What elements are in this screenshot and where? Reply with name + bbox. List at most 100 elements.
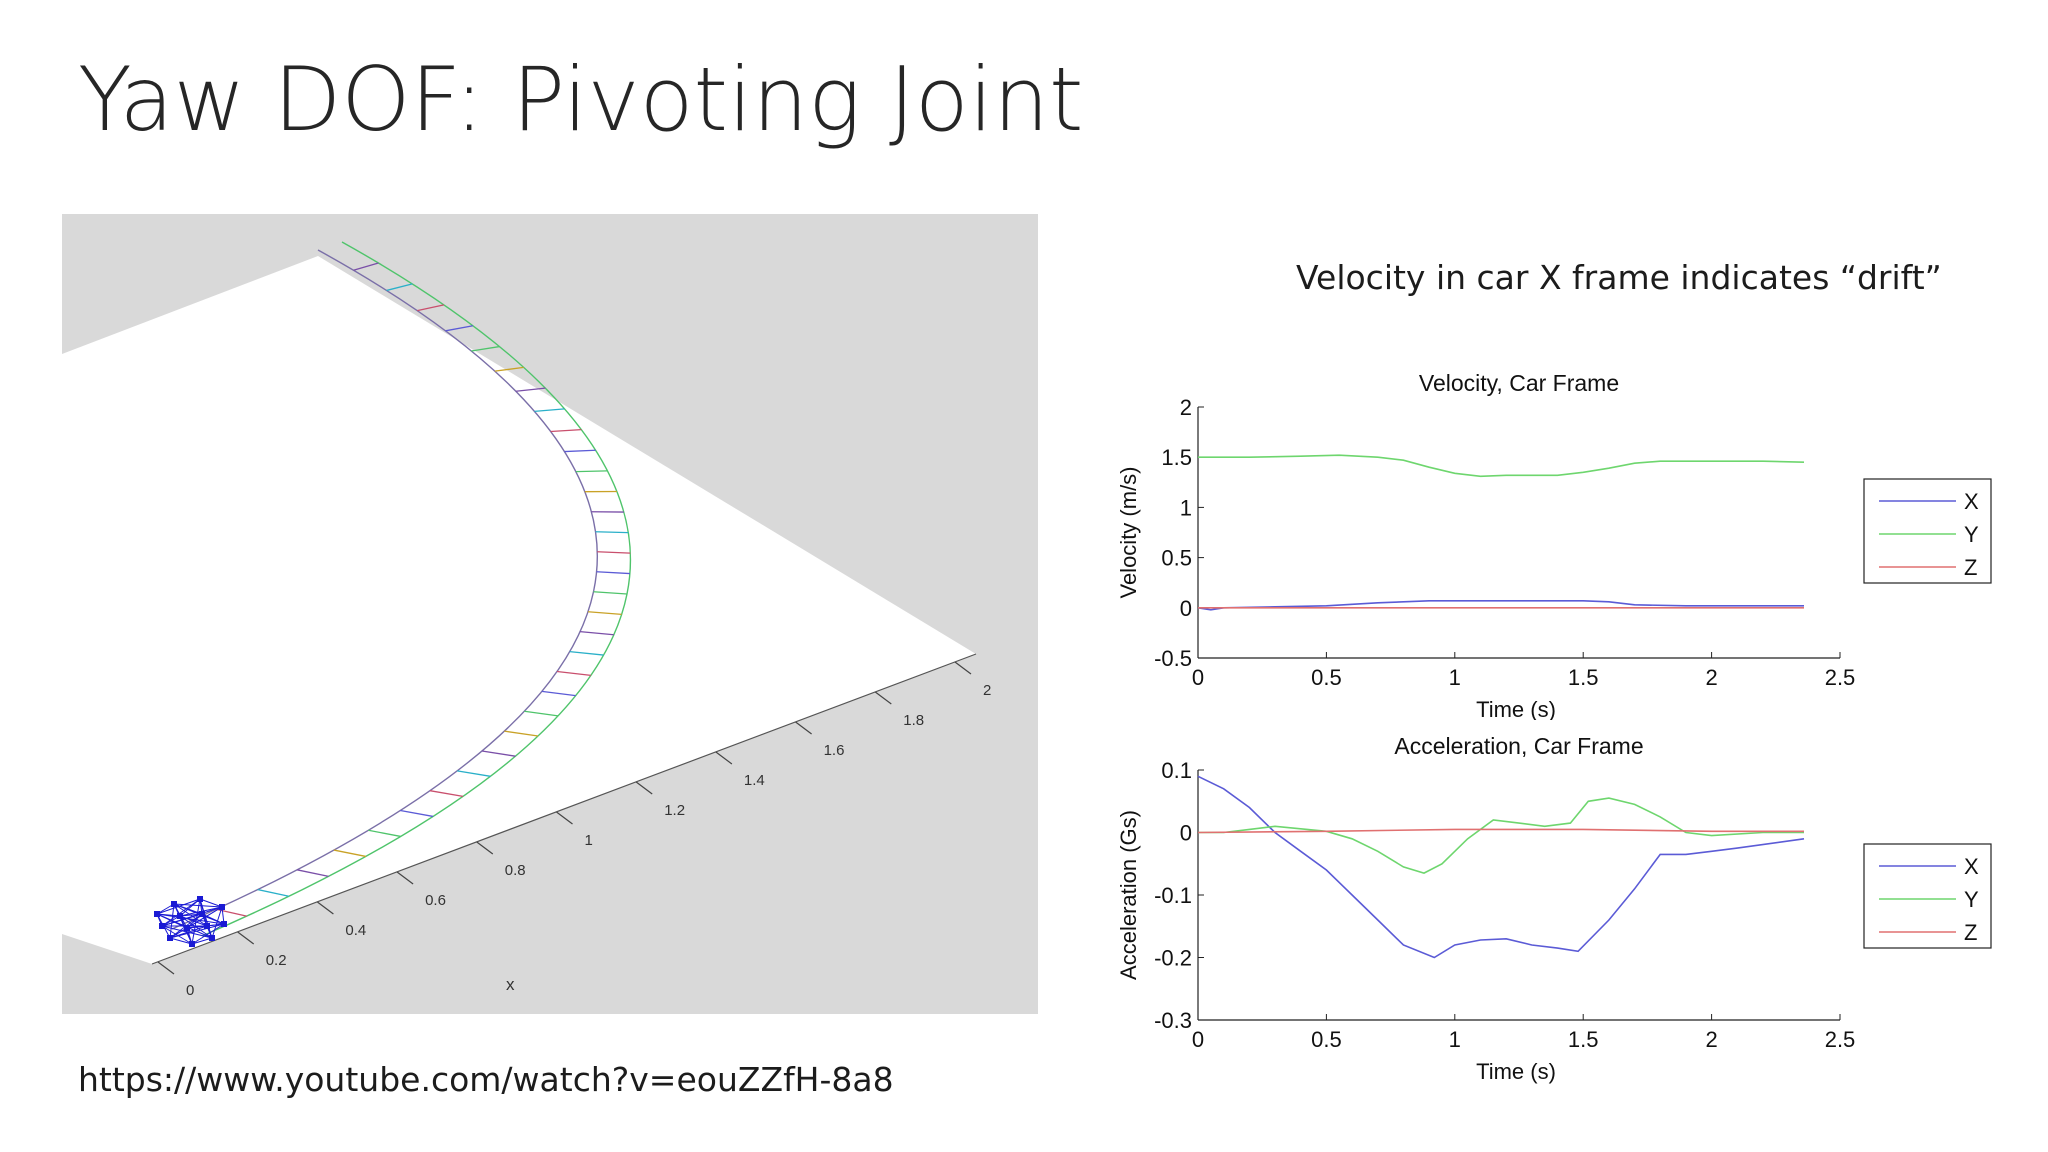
x-axis-tick [476,841,494,855]
chart-title: Velocity, Car Frame [1419,370,1619,396]
track-rung [296,869,329,878]
track-rung [481,750,516,757]
x-axis-tick [715,751,733,765]
track-rung [257,888,289,897]
x-tick-label: 2.5 [1825,665,1856,690]
track-rung [596,571,630,575]
y-tick-label: 0 [1180,596,1192,621]
track-rung [564,449,596,453]
x-tick-label: 1 [1449,1027,1461,1052]
y-tick-label: -0.3 [1154,1008,1192,1033]
x-tick-label: 1.5 [1568,665,1599,690]
x-tick-label: 2.5 [1825,1027,1856,1052]
track-rung [515,387,546,392]
x-axis-tick-label: 1.6 [824,742,845,759]
video-url-link[interactable]: https://www.youtube.com/watch?v=eouZZfH-… [78,1060,894,1099]
track-rung [556,670,591,677]
velocity-chart: Velocity, Car Frame-0.500.511.520 0.5 1 1.5… [1116,370,1992,720]
legend-label: Y [1964,887,1979,912]
x-axis-label: Time (s) [1476,697,1556,720]
y-tick-label: -0.2 [1154,946,1192,971]
track-rung [550,428,582,433]
track-rung [504,730,539,737]
track-rung [524,710,559,717]
series-line-z [1197,828,1804,834]
y-tick-label: 1.5 [1161,445,1192,470]
chart-legend: XYZ [1863,843,1992,949]
x-tick-label: 1 [1449,665,1461,690]
chart-legend: XYZ [1863,478,1992,584]
x-axis-tick-label: 1.8 [903,712,924,729]
y-tick-label: 0.5 [1161,546,1192,571]
simulation-image: 0 0.2 0.4 0.6 0.8 1 1.2 1.4 1.6 1.8 2 x [62,214,1038,1014]
x-axis-tick-label: 0.8 [505,862,526,879]
x-axis-tick [396,871,414,885]
track-rung [353,262,379,271]
y-tick-label: 0 [1180,821,1192,846]
x-axis-tick [157,961,175,975]
ground-plane [62,256,976,964]
legend-label: Z [1964,555,1977,580]
slide-title: Yaw DOF: Pivoting Joint [78,48,1084,151]
x-axis-tick-label: 1 [585,832,593,849]
robot-wireframe [154,896,227,947]
x-axis-tick-label: 1.4 [744,772,765,789]
x-tick-label: 0 [1192,665,1204,690]
x-axis-label: x [506,975,515,994]
slide-subtitle: Velocity in car X frame indicates “drift… [1296,258,1942,297]
track-rung [595,531,629,534]
track-rung [593,591,628,595]
legend-label: Z [1964,920,1977,945]
x-axis-tick-label: 0.4 [345,922,366,939]
y-axis-label: Acceleration (Gs) [1116,810,1141,980]
track-rung [386,283,413,292]
x-tick-label: 0.5 [1311,665,1342,690]
x-axis-tick [954,661,972,675]
x-axis-tick-label: 2 [983,682,991,699]
track-rung [429,790,464,798]
track-rung [417,304,445,312]
x-axis-tick [795,721,812,735]
x-tick-label: 0 [1192,1027,1204,1052]
x-tick-label: 2 [1705,665,1717,690]
x-tick-label: 1.5 [1568,1027,1599,1052]
x-axis-tick-label: 0 [186,982,194,999]
legend-label: X [1964,489,1979,514]
track-rung [494,366,524,372]
legend-label: X [1964,854,1979,879]
acceleration-chart: Acceleration, Car Frame -0.3 -0.2 -0.1 0 0.1 0… [1116,733,1992,1084]
x-axis-tick [317,901,334,915]
x-axis-tick-label: 1.2 [664,802,685,819]
track-rung [471,345,500,352]
x-tick-label: 0.5 [1311,1027,1342,1052]
track-rung [541,690,576,697]
series-line-y [1198,454,1805,478]
track-rung [400,809,434,818]
x-axis-tick-label: 0.6 [425,892,446,909]
track-rung [445,325,474,332]
x-axis-tick-label: 0.2 [266,952,287,969]
y-tick-label: -0.1 [1154,883,1192,908]
track-rung [575,470,608,473]
x-axis-label: Time (s) [1476,1059,1556,1084]
track-rung [333,849,367,858]
track-rung [597,551,631,554]
series-line-x [1197,775,1805,959]
x-axis-tick [237,931,255,945]
y-tick-label: -0.5 [1154,646,1192,671]
track-rung [587,611,622,616]
legend-label: Y [1964,522,1979,547]
track-rung [368,829,401,838]
track-rung [534,408,565,413]
x-axis-tick [556,811,573,825]
x-axis-tick [874,691,892,705]
x-tick-label: 2 [1705,1027,1717,1052]
x-axis-tick [635,781,653,795]
series-line-y [1198,797,1804,874]
y-axis-label: Velocity (m/s) [1116,466,1141,598]
y-tick-label: 0.1 [1161,758,1192,783]
y-tick-label: 1 [1180,495,1192,520]
track-rung [580,631,614,636]
track-rung [569,650,604,656]
y-tick-label: 2 [1180,395,1192,420]
